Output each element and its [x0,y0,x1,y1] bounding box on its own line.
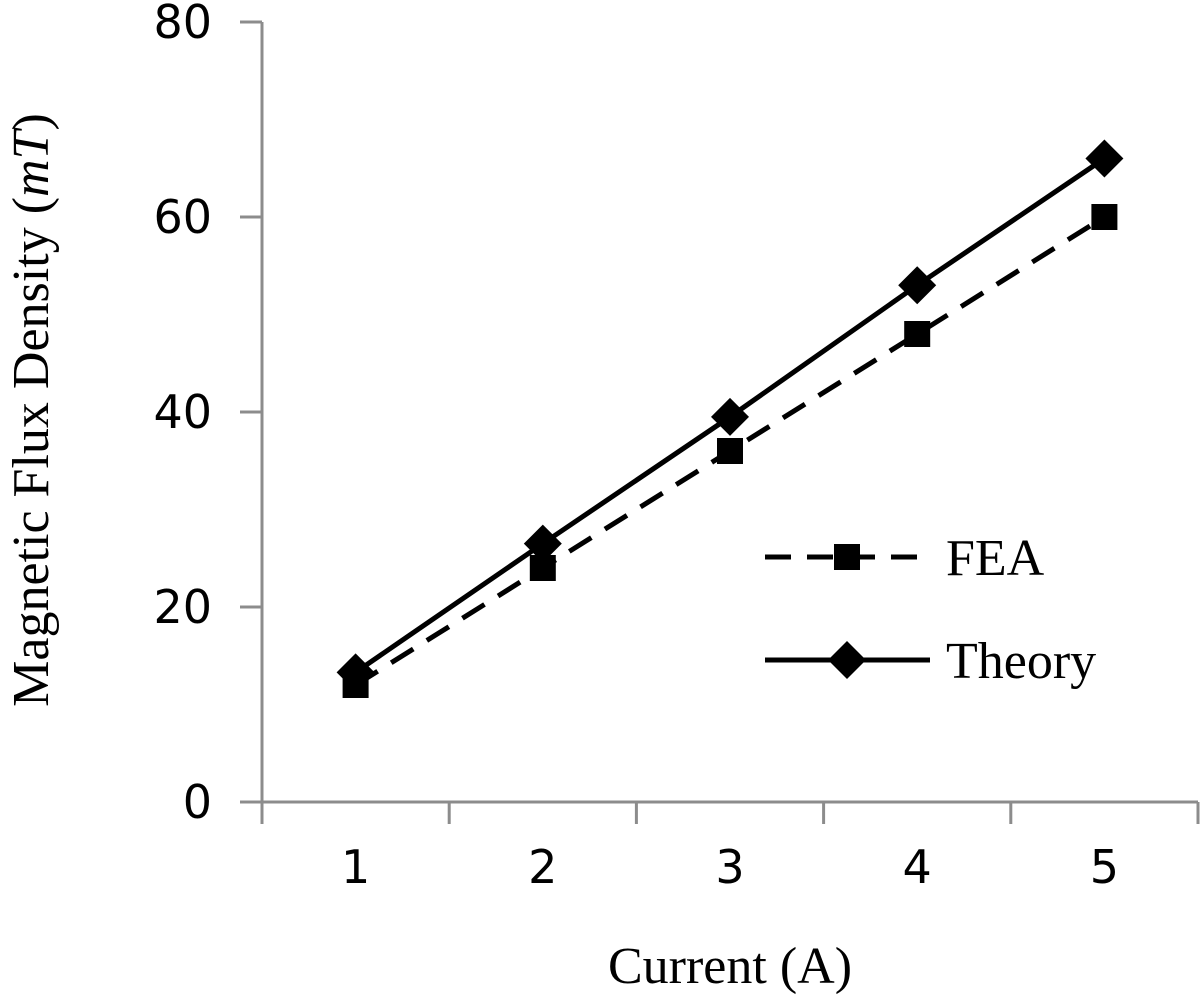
legend-swatch-marker [834,544,860,570]
y-axis-title-unit: mT [3,127,60,197]
legend-swatch-marker [828,641,866,679]
series-theory [336,139,1124,692]
y-tick-label: 0 [183,775,212,829]
x-axis-ticks: 1 2 3 4 5 [260,802,1200,894]
x-tick-label: 1 [341,840,370,894]
data-point-theory [523,524,562,563]
y-tick-label: 60 [153,190,212,244]
legend-item-fea: FEA [765,530,1045,587]
y-axis-title-main: Magnetic Flux Density ( [3,197,60,707]
series [336,139,1124,698]
legend-label: Theory [946,633,1096,690]
y-tick-label: 20 [153,580,212,634]
y-axis-ticks: 0 20 40 60 80 [153,0,262,829]
x-tick-label: 5 [1090,840,1119,894]
y-tick-label: 40 [153,385,212,439]
data-point-fea [717,438,743,464]
data-point-theory [336,653,375,692]
y-axis-title: Magnetic Flux Density (mT) [3,113,60,707]
y-tick-label: 80 [153,0,212,49]
x-tick-label: 2 [528,840,557,894]
y-axis-title-close: ) [3,113,60,130]
x-tick-label: 4 [903,840,932,894]
x-tick-label: 3 [715,840,744,894]
legend-label: FEA [946,530,1045,587]
data-point-theory [711,397,749,436]
series-fea [342,204,1118,698]
data-point-fea [904,321,931,347]
data-point-fea [1091,204,1118,230]
x-axis-title: Current (A) [608,938,852,995]
data-point-theory [1085,139,1124,178]
legend: FEA Theory [765,530,1096,690]
legend-item-theory: Theory [765,633,1096,690]
data-point-theory [898,266,937,305]
